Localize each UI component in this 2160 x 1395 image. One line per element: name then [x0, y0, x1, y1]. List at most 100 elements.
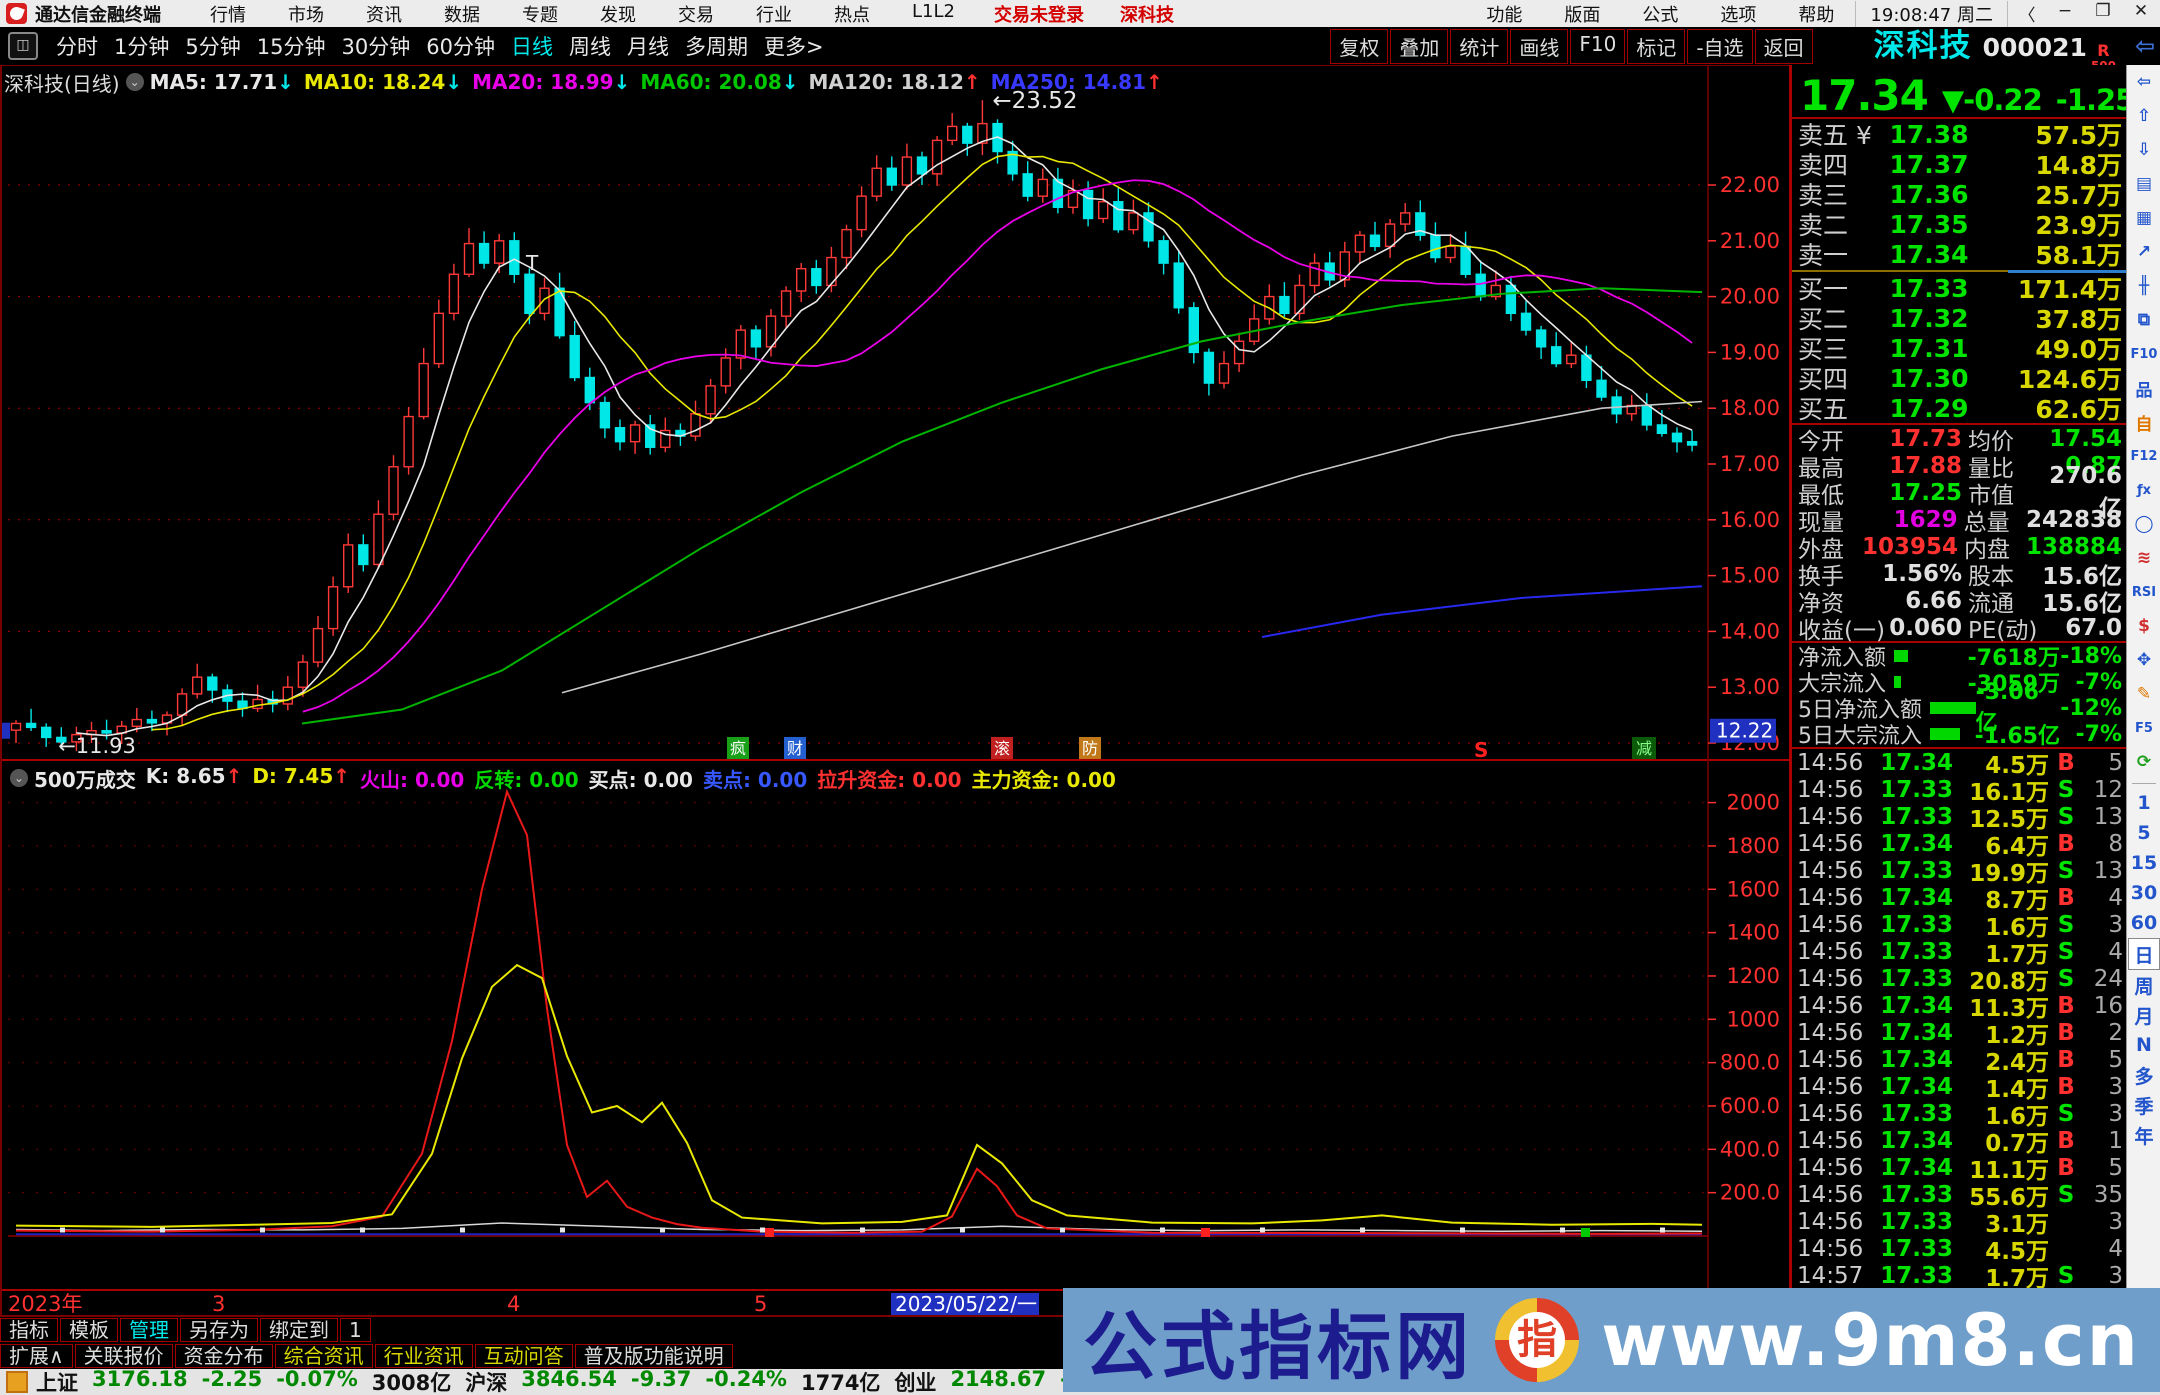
menu-item-行业[interactable]: 行业 — [756, 4, 792, 26]
tab-扩展∧[interactable]: 扩展∧ — [0, 1344, 73, 1368]
toolbar-button-统计[interactable]: 统计 — [1450, 28, 1509, 64]
tab-模板[interactable]: 模板 — [60, 1318, 118, 1342]
period-月线[interactable]: 月线 — [626, 35, 669, 59]
toolbar-button-复权[interactable]: 复权 — [1330, 28, 1389, 64]
minimize-window-button[interactable]: − — [2057, 1, 2073, 21]
tick-row[interactable]: 14:57 17.33 1.7万 S 3 — [1792, 1262, 2128, 1292]
period-日线[interactable]: 日线 — [510, 35, 553, 59]
tick-row[interactable]: 14:56 17.34 1.4万 B 3 — [1792, 1073, 2128, 1103]
toolbar-button--自选[interactable]: -自选 — [1687, 28, 1753, 64]
toolbar-button-叠加[interactable]: 叠加 — [1390, 28, 1449, 64]
menu-item-功能[interactable]: 功能 — [1486, 4, 1523, 26]
down-arrow-icon[interactable]: ⇩ — [2136, 140, 2152, 160]
tick-list[interactable]: 14:56 17.34 4.5万 B 5 14:56 17.33 16.1万 S 12 14:56 1… — [1792, 749, 2128, 1292]
layout-icon[interactable]: ◫ — [8, 32, 38, 60]
tab-资金分布[interactable]: 资金分布 — [174, 1344, 273, 1368]
rsi-button[interactable]: RSI — [2131, 584, 2157, 600]
indicator-collapse-icon[interactable]: ⌄ — [10, 769, 28, 787]
period-周线[interactable]: 周线 — [568, 35, 611, 59]
f5-button[interactable]: F5 — [2135, 720, 2153, 736]
menu-item-版面[interactable]: 版面 — [1564, 4, 1601, 26]
tick-row[interactable]: 14:56 17.33 12.5万 S 13 — [1792, 803, 2128, 833]
table-icon[interactable]: ▦ — [2135, 208, 2153, 228]
tick-row[interactable]: 14:56 17.33 4.5万 4 — [1792, 1235, 2128, 1265]
tick-row[interactable]: 14:56 17.34 0.7万 B 1 — [1792, 1127, 2128, 1157]
tick-row[interactable]: 14:56 17.33 1.6万 S 3 — [1792, 1100, 2128, 1130]
menu-item-发现[interactable]: 发现 — [600, 4, 636, 26]
tab-关联报价[interactable]: 关联报价 — [74, 1344, 173, 1368]
tick-row[interactable]: 14:56 17.34 11.1万 B 5 — [1792, 1154, 2128, 1184]
toolbar-button-画线[interactable]: 画线 — [1510, 28, 1569, 64]
restore-window-button[interactable]: ❐ — [2095, 1, 2111, 21]
back-arrow-icon[interactable]: ⇦ — [2136, 72, 2152, 92]
toolbar-button-F10[interactable]: F10 — [1570, 28, 1626, 64]
tick-row[interactable]: 14:56 17.34 11.3万 B 16 — [1792, 992, 2128, 1022]
tick-row[interactable]: 14:56 17.34 8.7万 B 4 — [1792, 884, 2128, 914]
period-分时[interactable]: 分时 — [56, 35, 98, 59]
pencil-icon[interactable]: ✎ — [2136, 684, 2152, 704]
menu-item-市场[interactable]: 市场 — [288, 4, 324, 26]
candlestick-chart[interactable]: 22.00 21.00 20.00 19.00 18.00 17.00 16.00 15.00… — [2, 64, 1792, 1317]
close-window-button[interactable]: ✕ — [2133, 1, 2149, 21]
period-30分钟[interactable]: 30分钟 — [341, 35, 411, 59]
tree-icon[interactable]: 品 — [2135, 380, 2153, 401]
menu-item-数据[interactable]: 数据 — [444, 4, 480, 26]
f10-button[interactable]: F10 — [2130, 346, 2158, 362]
refresh-icon[interactable]: ⟳ — [2136, 752, 2152, 772]
strip-period-多[interactable]: 多 — [2134, 1065, 2154, 1088]
up-arrow-icon[interactable]: ⇧ — [2136, 106, 2152, 126]
strip-period-1[interactable]: 1 — [2137, 792, 2151, 814]
toolbar-button-返回[interactable]: 返回 — [1754, 28, 1813, 64]
tab-指标[interactable]: 指标 — [0, 1318, 58, 1342]
status-icon[interactable] — [6, 1371, 28, 1393]
strip-period-年[interactable]: 年 — [2134, 1125, 2154, 1148]
strip-period-季[interactable]: 季 — [2134, 1095, 2154, 1118]
fx-icon[interactable]: ƒx — [2136, 482, 2152, 498]
trend-icon[interactable]: ↗ — [2136, 242, 2152, 262]
menu-item-专题[interactable]: 专题 — [522, 4, 558, 26]
menu-item-交易[interactable]: 交易 — [678, 4, 714, 26]
back-nav-icon[interactable]: ⇦ — [2134, 32, 2156, 60]
period-15分钟[interactable]: 15分钟 — [256, 35, 326, 59]
tick-row[interactable]: 14:56 17.34 6.4万 B 8 — [1792, 830, 2128, 860]
tick-row[interactable]: 14:56 17.33 1.6万 S 3 — [1792, 911, 2128, 941]
period-1分钟[interactable]: 1分钟 — [114, 35, 170, 59]
strip-period-日[interactable]: 日 — [2128, 938, 2160, 970]
toolbar-button-标记[interactable]: 标记 — [1627, 28, 1686, 64]
strip-period-N[interactable]: N — [2136, 1034, 2152, 1056]
pages-icon[interactable]: ⧉ — [2137, 310, 2151, 330]
collapse-icon[interactable]: ⌄ — [125, 73, 144, 91]
tick-row[interactable]: 14:56 17.33 3.1万 3 — [1792, 1208, 2128, 1238]
tab-另存为[interactable]: 另存为 — [180, 1318, 258, 1342]
strip-period-30[interactable]: 30 — [2130, 882, 2158, 904]
tab-普及版功能说明[interactable]: 普及版功能说明 — [574, 1344, 733, 1368]
back-window-button[interactable]: 〈 — [2018, 6, 2036, 26]
strip-period-60[interactable]: 60 — [2130, 912, 2158, 934]
menu-item-帮助[interactable]: 帮助 — [1798, 4, 1835, 26]
menu-item-行情[interactable]: 行情 — [210, 4, 246, 26]
wave-icon[interactable]: ≋ — [2136, 548, 2152, 568]
strip-period-15[interactable]: 15 — [2130, 852, 2158, 874]
f12-button[interactable]: F12 — [2130, 448, 2158, 464]
menu-item-L1L2[interactable]: L1L2 — [912, 0, 955, 22]
menu-item-热点[interactable]: 热点 — [834, 4, 870, 26]
tick-row[interactable]: 14:56 17.34 4.5万 B 5 — [1792, 749, 2128, 779]
tick-row[interactable]: 14:56 17.33 1.7万 S 4 — [1792, 938, 2128, 968]
tab-综合资讯[interactable]: 综合资讯 — [274, 1344, 373, 1368]
tick-row[interactable]: 14:56 17.34 2.4万 B 5 — [1792, 1046, 2128, 1076]
period-更多>[interactable]: 更多> — [763, 35, 824, 59]
period-5分钟[interactable]: 5分钟 — [185, 35, 241, 59]
move-icon[interactable]: ✥ — [2136, 650, 2152, 670]
tick-row[interactable]: 14:56 17.33 16.1万 S 12 — [1792, 776, 2128, 806]
strip-period-月[interactable]: 月 — [2134, 1005, 2154, 1028]
period-多周期[interactable]: 多周期 — [684, 35, 748, 59]
strip-period-周[interactable]: 周 — [2134, 975, 2154, 998]
candle-icon[interactable]: ╫ — [2138, 276, 2150, 296]
tab-1[interactable]: 1 — [340, 1318, 371, 1342]
login-status[interactable]: 交易未登录 — [993, 4, 1084, 26]
money-icon[interactable]: $ — [2138, 616, 2150, 636]
tab-行业资讯[interactable]: 行业资讯 — [374, 1344, 473, 1368]
tick-row[interactable]: 14:56 17.33 20.8万 S 24 — [1792, 965, 2128, 995]
chart-area[interactable]: 22.00 21.00 20.00 19.00 18.00 17.00 16.00 15.00… — [0, 64, 1792, 1317]
circle-icon[interactable]: ◯ — [2134, 514, 2154, 534]
